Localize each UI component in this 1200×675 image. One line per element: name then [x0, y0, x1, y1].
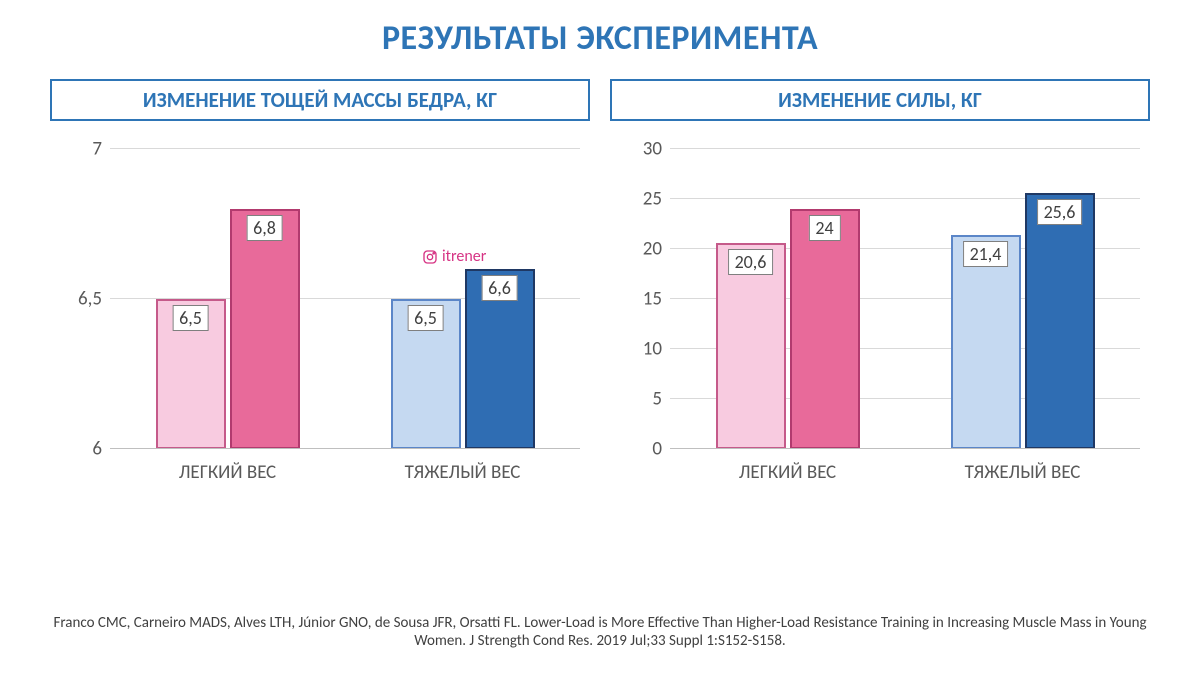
bar-group: 20,6 24 — [670, 149, 905, 449]
citation: Franco CMC, Carneiro MADS, Alves LTH, Jú… — [40, 614, 1160, 652]
bar: 6,5 — [156, 299, 226, 449]
chart-left-yaxis: 66,57 — [50, 149, 108, 449]
chart-right-baseline — [670, 448, 1140, 449]
bar-value-label: 21,4 — [963, 241, 1009, 267]
bar-value-label: 20,6 — [728, 249, 774, 275]
bar: 24 — [790, 209, 860, 449]
charts-row: ИЗМЕНЕНИЕ ТОЩЕЙ МАССЫ БЕДРА, КГ 66,57 6,… — [0, 59, 1200, 499]
ytick-label: 10 — [643, 338, 662, 361]
ytick-label: 15 — [643, 288, 662, 311]
chart-right-area: 0 5 10 15 20 25 30 20,6 24 21,4 25,6 ЛЕГКИЙ ВЕСТЯ… — [610, 139, 1150, 499]
bar: 6,6 — [465, 269, 535, 449]
bar-value-label: 6,6 — [481, 275, 518, 301]
bar-group: 21,4 25,6 — [905, 149, 1140, 449]
chart-left-bars: 6,5 6,8 6,5 6,6 — [110, 149, 580, 449]
chart-left-area: 66,57 6,56,86,56,6 itrener ЛЕГКИЙ ВЕСТЯЖ… — [50, 139, 590, 499]
ytick-label: 25 — [643, 188, 662, 211]
bar: 25,6 — [1025, 193, 1095, 449]
bar-value-label: 24 — [808, 215, 840, 241]
chart-left-xaxis: ЛЕГКИЙ ВЕСТЯЖЕЛЫЙ ВЕС — [110, 451, 580, 499]
bar-value-label: 6,5 — [407, 305, 444, 331]
ytick-label: 30 — [643, 138, 662, 161]
ytick-label: 6 — [92, 438, 102, 461]
chart-left: ИЗМЕНЕНИЕ ТОЩЕЙ МАССЫ БЕДРА, КГ 66,57 6,… — [50, 79, 590, 499]
bar-value-label: 6,5 — [172, 305, 209, 331]
bar: 21,4 — [951, 235, 1021, 449]
bar: 6,8 — [230, 209, 300, 449]
ytick-label: 0 — [652, 438, 662, 461]
chart-right-subtitle: ИЗМЕНЕНИЕ СИЛЫ, КГ — [610, 79, 1150, 121]
watermark-text: itrener — [442, 247, 486, 266]
page-title: РЕЗУЛЬТАТЫ ЭКСПЕРИМЕНТА — [0, 0, 1200, 59]
xcat-label: ЛЕГКИЙ ВЕС — [670, 451, 905, 499]
xcat-label: ТЯЖЕЛЫЙ ВЕС — [345, 451, 580, 499]
xcat-label: ЛЕГКИЙ ВЕС — [110, 451, 345, 499]
bar-value-label: 6,8 — [246, 215, 283, 241]
chart-left-plot: 6,5 6,8 6,5 6,6 itrener — [110, 149, 580, 449]
bar-value-label: 25,6 — [1037, 199, 1083, 225]
chart-left-subtitle: ИЗМЕНЕНИЕ ТОЩЕЙ МАССЫ БЕДРА, КГ — [50, 79, 590, 121]
bar-group: 6,5 6,6 — [345, 149, 580, 449]
ytick-label: 5 — [652, 388, 662, 411]
chart-right-plot: 20,6 24 21,4 25,6 — [670, 149, 1140, 449]
chart-right-yaxis: 051015202530 — [610, 149, 668, 449]
ytick-label: 6,5 — [78, 288, 102, 311]
watermark: itrener — [422, 247, 486, 266]
chart-left-baseline — [110, 448, 580, 449]
bar-group: 6,5 6,8 — [110, 149, 345, 449]
ytick-label: 7 — [92, 138, 102, 161]
bar: 20,6 — [716, 243, 786, 449]
xcat-label: ТЯЖЕЛЫЙ ВЕС — [905, 451, 1140, 499]
chart-right-xaxis: ЛЕГКИЙ ВЕСТЯЖЕЛЫЙ ВЕС — [670, 451, 1140, 499]
ytick-label: 20 — [643, 238, 662, 261]
chart-right-bars: 20,6 24 21,4 25,6 — [670, 149, 1140, 449]
bar: 6,5 — [391, 299, 461, 449]
chart-right: ИЗМЕНЕНИЕ СИЛЫ, КГ 0 5 10 15 20 25 30 20,6 24 21… — [610, 79, 1150, 499]
instagram-icon — [422, 249, 438, 265]
